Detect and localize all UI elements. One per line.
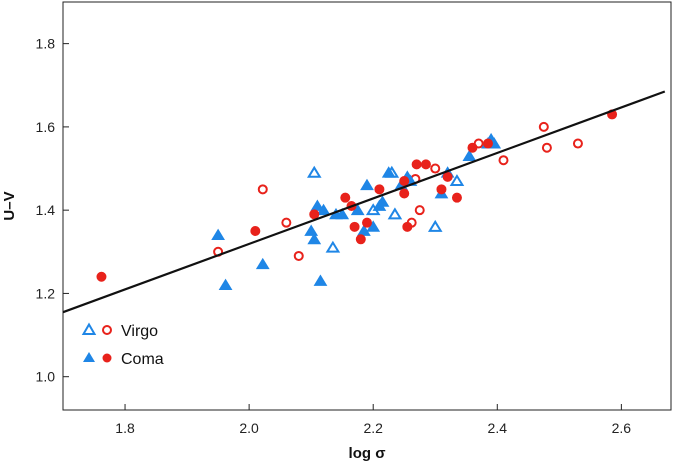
- virgo-circle-point: [538, 121, 549, 132]
- y-axis-label: U–V: [1, 191, 18, 220]
- coma-circle-point: [442, 171, 453, 182]
- coma-circle-point: [482, 138, 493, 149]
- legend-virgo-circle-marker: [102, 325, 112, 335]
- x-tick-label: 2.4: [488, 420, 508, 436]
- coma-triangle-point: [218, 278, 233, 291]
- virgo-triangle-point: [449, 174, 465, 187]
- coma-triangle-point: [316, 203, 331, 216]
- legend-item-virgo: Virgo: [81, 322, 158, 340]
- points-layer: [96, 109, 618, 291]
- coma-triangle-point: [462, 149, 477, 161]
- legend-item-coma: Coma: [83, 351, 164, 368]
- coma-circle-point: [451, 192, 462, 203]
- coma-circle-point: [402, 221, 413, 232]
- coma-triangle-point: [307, 232, 322, 245]
- virgo-circle-point: [572, 138, 583, 149]
- coma-circle-point: [355, 234, 366, 245]
- coma-triangle-point: [357, 224, 371, 236]
- legend-virgo-label: Virgo: [121, 323, 158, 340]
- y-tick-label: 1.6: [36, 119, 56, 135]
- virgo-circle-point: [430, 163, 441, 174]
- fit-line: [62, 90, 666, 314]
- x-axis-label: log σ: [349, 445, 386, 462]
- legend-coma-circle-marker: [102, 353, 112, 363]
- coma-circle-point: [96, 271, 107, 282]
- coma-circle-point: [436, 184, 447, 195]
- coma-circle-point: [399, 176, 410, 187]
- coma-triangle-point: [211, 228, 225, 241]
- virgo-circle-point: [541, 142, 552, 153]
- coma-circle-point: [309, 209, 320, 220]
- coma-circle-point: [467, 142, 478, 153]
- coma-circle-point: [374, 184, 385, 195]
- coma-triangle-point: [381, 166, 396, 178]
- virgo-circle-point: [293, 250, 304, 261]
- coma-triangle-point: [310, 199, 325, 211]
- x-tick-label: 2.2: [363, 420, 383, 436]
- coma-circle-point: [420, 159, 431, 170]
- coma-triangle-point: [360, 178, 374, 191]
- coma-triangle-point: [375, 195, 390, 207]
- legend-coma-label: Coma: [121, 351, 164, 368]
- y-tick-label: 1.8: [36, 36, 56, 52]
- y-tick-label: 1.0: [36, 369, 56, 385]
- x-tick-label: 2.0: [239, 420, 259, 436]
- legend-virgo-triangle-marker: [81, 322, 97, 335]
- x-tick-label: 1.8: [115, 420, 135, 436]
- coma-triangle-point: [313, 274, 328, 286]
- coma-triangle-point: [335, 207, 350, 220]
- virgo-triangle-point: [325, 240, 341, 253]
- virgo-triangle-point: [387, 207, 403, 220]
- x-tick-label: 2.6: [612, 420, 632, 436]
- coma-circle-point: [340, 192, 351, 203]
- coma-triangle-point: [255, 257, 270, 270]
- plot-frame: [62, 1, 672, 411]
- legend: Virgo Coma: [81, 322, 164, 368]
- y-tick-label: 1.4: [36, 202, 56, 218]
- legend-coma-triangle-marker: [83, 352, 95, 362]
- virgo-circle-point: [257, 184, 268, 195]
- y-tick-label: 1.2: [36, 285, 56, 301]
- coma-circle-point: [362, 217, 372, 228]
- coma-circle-point: [399, 188, 410, 199]
- virgo-circle-point: [281, 217, 292, 228]
- coma-triangle-point: [304, 224, 319, 236]
- virgo-circle-point: [498, 155, 509, 166]
- virgo-circle-point: [414, 205, 425, 216]
- virgo-triangle-point: [306, 165, 322, 178]
- coma-circle-point: [411, 159, 422, 170]
- ticks-layer: 1.8 2.0 2.2 2.4 2.6 1.0 1.2 1.4 1.6 1.8: [36, 36, 632, 436]
- coma-circle-point: [349, 221, 360, 232]
- virgo-triangle-point: [427, 219, 443, 232]
- coma-circle-point: [250, 225, 261, 236]
